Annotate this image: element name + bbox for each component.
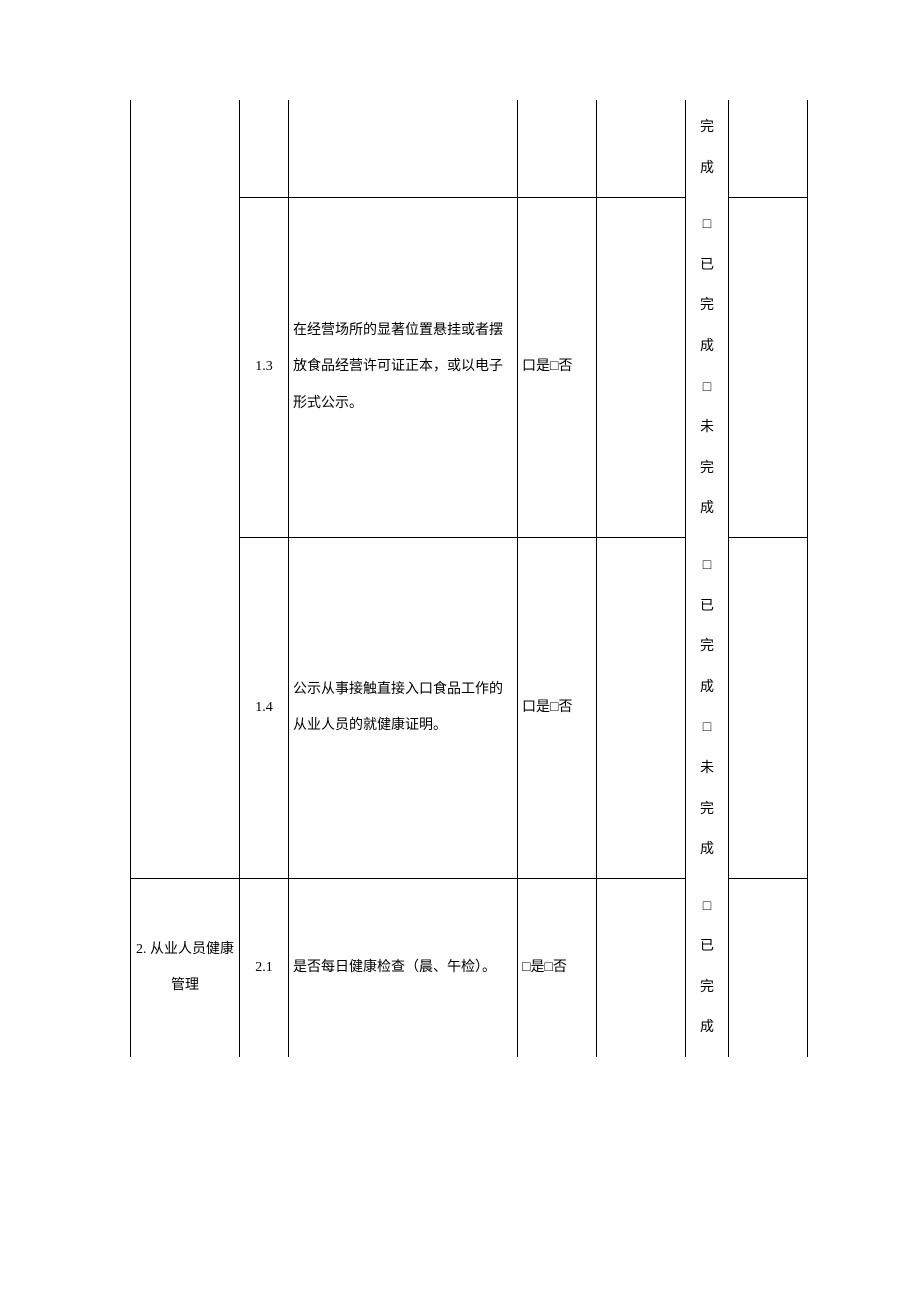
category-cell <box>131 197 240 538</box>
description-cell: 公示从事接触直接入口食品工作的从业人员的就健康证明。 <box>289 538 518 879</box>
status-cell: □已完成□未完成 <box>686 538 729 879</box>
yesno-cell <box>518 100 597 197</box>
yesno-cell: 口是□否 <box>518 197 597 538</box>
empty-cell-1 <box>597 197 686 538</box>
status-cell: 完成 <box>686 100 729 197</box>
status-cell: □已完成 <box>686 879 729 1057</box>
table-row: 1.4公示从事接触直接入口食品工作的从业人员的就健康证明。口是□否 □已完成□未完… <box>131 538 808 879</box>
status-cell: □已完成□未完成 <box>686 197 729 538</box>
table-row: 1.3在经营场所的显著位置悬挂或者摆放食品经营许可证正本，或以电子形式公示。口是… <box>131 197 808 538</box>
empty-cell-1 <box>597 879 686 1057</box>
number-cell: 1.3 <box>240 197 289 538</box>
empty-cell-1 <box>597 538 686 879</box>
category-cell: 2. 从业人员健康管理 <box>131 879 240 1057</box>
yesno-cell: 口是□否 <box>518 538 597 879</box>
empty-cell-1 <box>597 100 686 197</box>
empty-cell-2 <box>729 879 808 1057</box>
description-cell <box>289 100 518 197</box>
table-row: 完成 <box>131 100 808 197</box>
yesno-cell: □是□否 <box>518 879 597 1057</box>
empty-cell-2 <box>729 100 808 197</box>
number-cell <box>240 100 289 197</box>
category-cell <box>131 538 240 879</box>
empty-cell-2 <box>729 197 808 538</box>
number-cell: 2.1 <box>240 879 289 1057</box>
description-cell: 是否每日健康检查（晨、午检）。 <box>289 879 518 1057</box>
table-row: 2. 从业人员健康管理2.1是否每日健康检查（晨、午检）。□是□否 □已完成 <box>131 879 808 1057</box>
empty-cell-2 <box>729 538 808 879</box>
number-cell: 1.4 <box>240 538 289 879</box>
inspection-table: 完成1.3在经营场所的显著位置悬挂或者摆放食品经营许可证正本，或以电子形式公示。… <box>130 100 808 1057</box>
description-cell: 在经营场所的显著位置悬挂或者摆放食品经营许可证正本，或以电子形式公示。 <box>289 197 518 538</box>
category-cell <box>131 100 240 197</box>
